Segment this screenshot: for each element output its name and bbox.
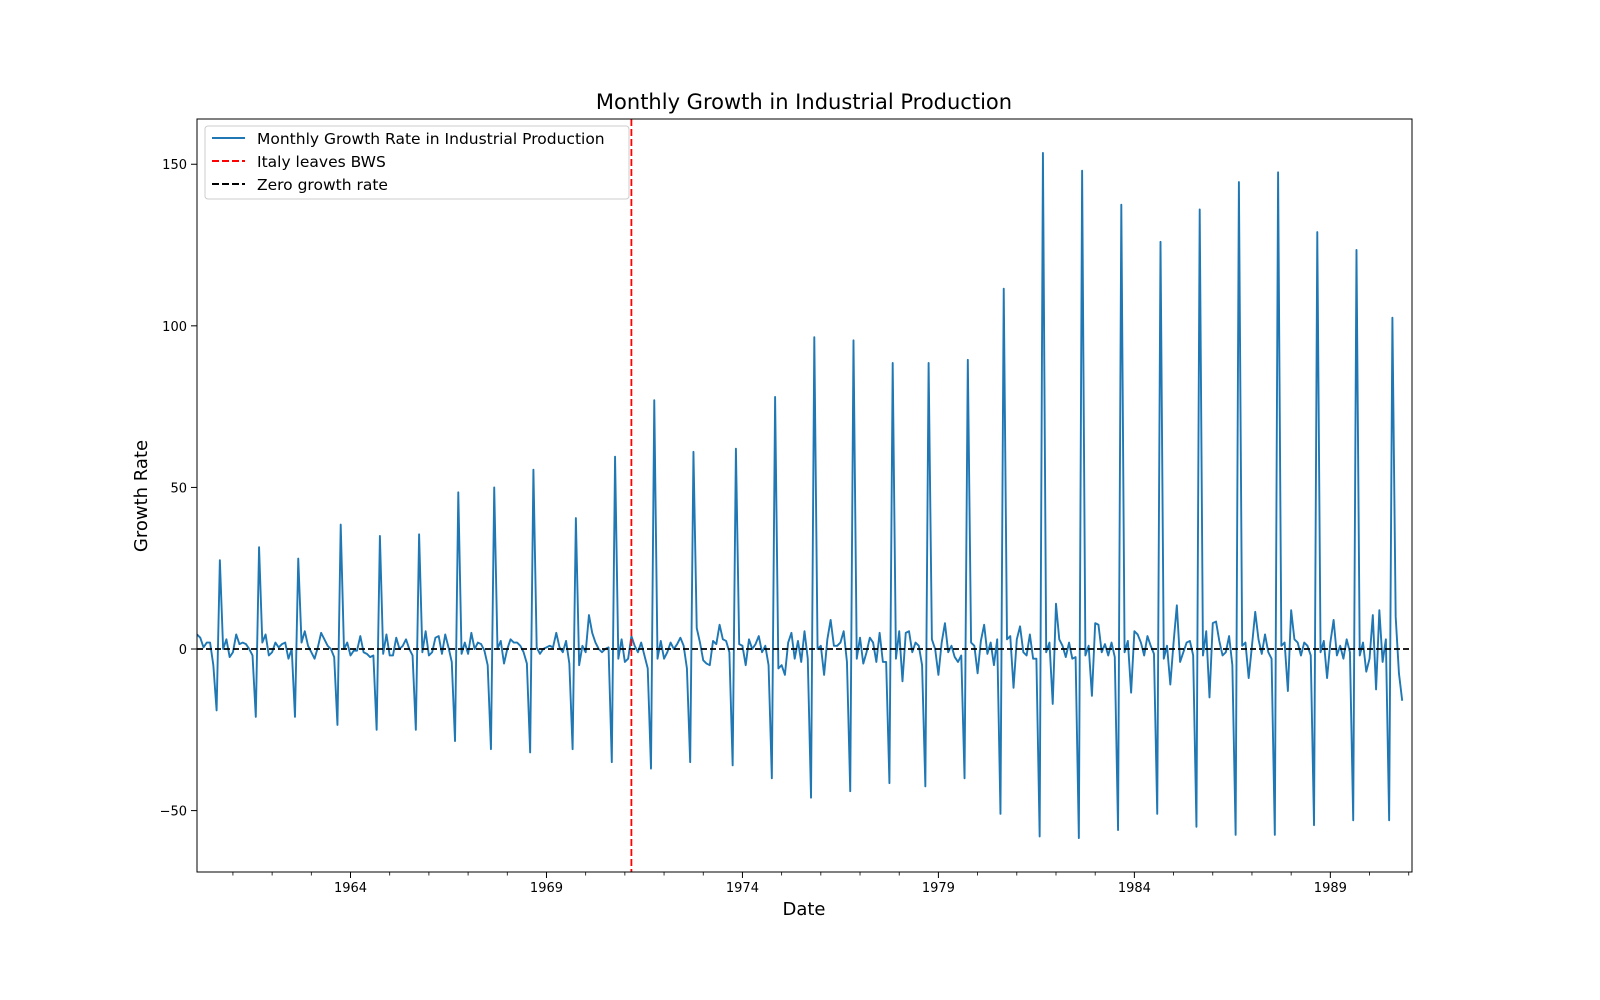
y-tick-label: −50: [160, 805, 187, 820]
growth-rate-line: [197, 151, 1404, 840]
x-tick-label: 1979: [922, 881, 955, 896]
x-axis-label: Date: [782, 899, 825, 920]
x-tick-label: 1984: [1118, 881, 1151, 896]
x-tick-label: 1974: [726, 881, 759, 896]
legend-label-zero-growth-rate: Zero growth rate: [257, 176, 388, 194]
y-tick-label: 150: [162, 158, 187, 173]
chart-title: Monthly Growth in Industrial Production: [596, 90, 1012, 114]
legend-label-italy-leaves-bws: Italy leaves BWS: [257, 153, 386, 171]
plot-frame: [196, 118, 1413, 873]
y-tick-label: 0: [179, 643, 187, 658]
legend: Monthly Growth Rate in Industrial Produc…: [204, 125, 630, 200]
x-tick-label: 1989: [1314, 881, 1347, 896]
x-tick-label: 1969: [530, 881, 563, 896]
y-axis-label: Growth Rate: [131, 440, 152, 552]
legend-frame: [204, 125, 630, 200]
legend-label-growth-rate: Monthly Growth Rate in Industrial Produc…: [257, 130, 605, 148]
x-tick-label: 1964: [334, 881, 367, 896]
y-tick-label: 100: [162, 320, 187, 335]
y-tick-label: 50: [170, 481, 187, 496]
